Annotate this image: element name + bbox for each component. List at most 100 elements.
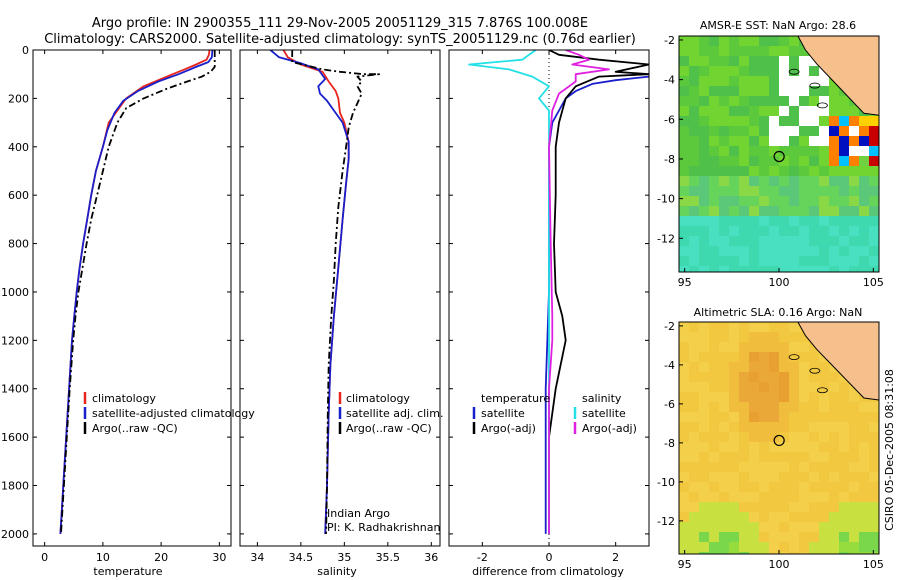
map-cell (809, 372, 820, 383)
map-cell (779, 206, 790, 217)
map-cell (729, 552, 740, 554)
map-cell (799, 226, 810, 237)
map-cell (799, 442, 810, 453)
map-cell (769, 332, 780, 343)
map-cell (759, 96, 770, 107)
map-cell (739, 392, 750, 403)
map-cell (819, 196, 830, 207)
map-cell (749, 206, 760, 217)
map-cell (839, 196, 850, 207)
map-cell (759, 502, 770, 513)
map-cell (729, 136, 740, 147)
map-cell (739, 146, 750, 157)
map-cell (819, 246, 830, 257)
map-cell (859, 256, 870, 267)
map-cell (719, 402, 730, 413)
map-cell (709, 96, 720, 107)
map-cell (729, 402, 740, 413)
map-cell (729, 126, 740, 137)
map-cell (699, 542, 710, 553)
map-cell (869, 186, 879, 197)
map-cell (759, 36, 770, 47)
map-cell (689, 412, 700, 423)
map-cell (829, 392, 840, 403)
map-cell (729, 96, 740, 107)
map-cell (779, 156, 790, 167)
map-cell (719, 106, 730, 117)
map-cell (779, 256, 790, 267)
map-cell (719, 412, 730, 423)
map-cell (849, 176, 860, 187)
map-cell (689, 432, 700, 443)
map-cell (729, 462, 740, 473)
map-cell (789, 66, 800, 77)
map-cell (839, 206, 850, 217)
map-cell (769, 492, 780, 503)
map-cell (749, 256, 760, 267)
map-cell (749, 96, 760, 107)
difference-legend-temperature: temperature satellite Argo(-adj) (472, 392, 550, 435)
map-cell (869, 246, 879, 257)
map-cell (769, 522, 780, 533)
float-pi-note: PI: K. Radhakrishnan (327, 521, 440, 534)
x-tick-label: 2 (612, 551, 619, 564)
map-cell (719, 246, 730, 257)
map-cell (749, 522, 760, 533)
salinity-xlabel: salinity (317, 565, 357, 578)
y-tick-label: -10 (657, 476, 675, 489)
map-cell (819, 542, 830, 553)
map-cell (709, 412, 720, 423)
map-cell (839, 226, 850, 237)
map-cell (819, 266, 830, 272)
map-cell (789, 462, 800, 473)
map-cell (869, 236, 879, 247)
map-cell (729, 186, 740, 197)
map-cell (819, 532, 830, 543)
map-cell (739, 492, 750, 503)
map-cell (719, 492, 730, 503)
map-cell (809, 552, 820, 554)
map-cell (729, 522, 740, 533)
map-cell (819, 106, 830, 117)
map-cell (809, 226, 820, 237)
map-cell (689, 322, 700, 333)
map-cell (809, 532, 820, 543)
map-cell (759, 176, 770, 187)
map-cell (829, 552, 840, 554)
plot-area (59, 50, 216, 534)
map-cell (819, 522, 830, 533)
map-cell (719, 136, 730, 147)
map-cell (849, 196, 860, 207)
map-cell (799, 56, 810, 67)
map-cell (809, 256, 820, 267)
map-cell (759, 206, 770, 217)
map-cell (779, 392, 790, 403)
map-cell (729, 146, 740, 157)
y-tick-label: 200 (8, 92, 29, 105)
map-cell (789, 332, 800, 343)
map-cell (699, 196, 710, 207)
map-cell (729, 532, 740, 543)
y-tick-label: -6 (664, 398, 675, 411)
map-cell (699, 176, 710, 187)
map-cell (789, 442, 800, 453)
map-cell (869, 552, 879, 554)
map-cell (689, 66, 700, 77)
map-cell (829, 402, 840, 413)
map-cell (799, 186, 810, 197)
y-tick-label: 800 (8, 238, 29, 251)
map-cell (779, 432, 790, 443)
map-cell (729, 36, 740, 47)
map-cell (749, 136, 760, 147)
map-cell (799, 372, 810, 383)
map-cell (689, 36, 700, 47)
map-cell (749, 126, 760, 137)
map-cell (759, 66, 770, 77)
map-cell (869, 146, 879, 157)
map-cell (689, 86, 700, 97)
map-cell (709, 116, 720, 127)
y-tick-label: -4 (664, 359, 675, 372)
map-cell (709, 106, 720, 117)
map-cell (789, 216, 800, 227)
map-cell (709, 186, 720, 197)
